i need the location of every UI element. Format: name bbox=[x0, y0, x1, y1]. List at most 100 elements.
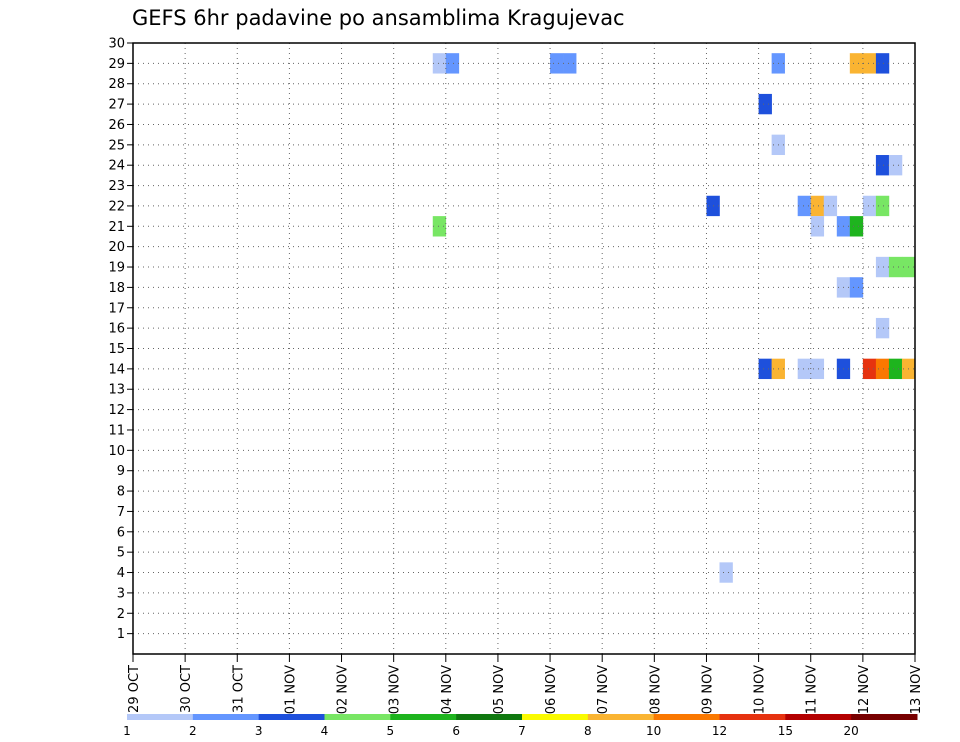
y-tick-label: 29 bbox=[108, 57, 125, 72]
colorbar-label: 6 bbox=[452, 724, 460, 738]
y-tick-label: 1 bbox=[117, 627, 125, 642]
colorbar-label: 12 bbox=[712, 724, 727, 738]
y-tick-label: 6 bbox=[117, 525, 125, 540]
y-tick-label: 13 bbox=[108, 383, 125, 398]
y-tick-label: 24 bbox=[108, 159, 125, 174]
x-tick-label: 10 NOV bbox=[753, 665, 768, 714]
heatmap-cell bbox=[862, 358, 877, 380]
y-tick-label: 19 bbox=[108, 261, 125, 276]
y-tick-label: 23 bbox=[108, 179, 125, 194]
heatmap-cell bbox=[432, 216, 447, 237]
heatmap-cell bbox=[875, 195, 890, 217]
y-tick-label: 9 bbox=[117, 464, 125, 479]
y-tick-label: 4 bbox=[117, 566, 125, 581]
y-tick-label: 2 bbox=[117, 607, 125, 622]
colorbar-swatch bbox=[390, 714, 457, 720]
x-tick-label: 13 NOV bbox=[909, 665, 924, 714]
heatmap-cell bbox=[849, 53, 864, 74]
x-tick-label: 11 NOV bbox=[805, 665, 820, 714]
y-tick-label: 20 bbox=[108, 240, 125, 255]
x-tick-label: 29 OCT bbox=[127, 665, 142, 713]
colorbar-swatch bbox=[785, 714, 852, 720]
heatmap-cell bbox=[875, 256, 890, 278]
y-tick-label: 7 bbox=[117, 505, 125, 520]
colorbar-label: 4 bbox=[321, 724, 329, 738]
colorbar-label: 8 bbox=[584, 724, 592, 738]
colorbar-label: 1 bbox=[123, 724, 131, 738]
colorbar-swatch bbox=[192, 714, 260, 720]
heatmap-cell bbox=[758, 93, 772, 115]
heatmap-cell bbox=[888, 256, 903, 278]
y-tick-label: 25 bbox=[108, 138, 125, 153]
colorbar-label: 2 bbox=[189, 724, 197, 738]
heatmap-cell bbox=[875, 53, 890, 74]
heatmap-cell bbox=[758, 358, 772, 380]
y-tick-label: 22 bbox=[108, 199, 125, 214]
heatmap-cell bbox=[810, 195, 825, 217]
colorbar-label: 15 bbox=[778, 724, 793, 738]
heatmap-cell bbox=[888, 358, 903, 380]
x-tick-label: 09 NOV bbox=[700, 665, 715, 714]
heatmap-cell bbox=[797, 195, 812, 217]
y-tick-label: 16 bbox=[108, 322, 125, 337]
heatmap-cell bbox=[862, 53, 877, 74]
colorbar-label: 10 bbox=[646, 724, 661, 738]
colorbar-label: 7 bbox=[518, 724, 526, 738]
colorbar-swatch bbox=[851, 714, 918, 720]
colorbar-swatch bbox=[324, 714, 391, 720]
y-tick-label: 18 bbox=[108, 281, 125, 296]
y-tick-label: 30 bbox=[108, 37, 125, 52]
y-tick-label: 17 bbox=[108, 301, 125, 316]
y-tick-label: 14 bbox=[108, 362, 125, 377]
x-tick-label: 03 NOV bbox=[388, 665, 403, 714]
heatmap-cell bbox=[797, 358, 812, 380]
x-tick-label: 01 NOV bbox=[283, 665, 298, 714]
y-tick-label: 11 bbox=[108, 423, 125, 438]
heatmap-cell bbox=[719, 562, 733, 583]
heatmap-cell bbox=[445, 53, 460, 74]
colorbar-label: 3 bbox=[255, 724, 263, 738]
y-tick-label: 15 bbox=[108, 342, 125, 357]
colorbar-swatch bbox=[719, 714, 786, 720]
colorbar-label: 20 bbox=[844, 724, 859, 738]
y-tick-label: 12 bbox=[108, 403, 125, 418]
colorbar-swatch bbox=[456, 714, 523, 720]
heatmap-cell bbox=[550, 53, 564, 74]
x-tick-label: 06 NOV bbox=[544, 665, 559, 714]
heatmap-cell bbox=[875, 317, 890, 339]
colorbar-swatch bbox=[653, 714, 720, 720]
heatmap-cell bbox=[875, 358, 890, 380]
y-tick-label: 27 bbox=[108, 98, 125, 113]
colorbar-swatch bbox=[587, 714, 655, 720]
x-tick-label: 31 OCT bbox=[231, 665, 246, 713]
heatmap-cell bbox=[849, 216, 864, 237]
x-tick-label: 12 NOV bbox=[857, 665, 872, 714]
heatmap-cell bbox=[432, 53, 447, 74]
colorbar-swatch bbox=[127, 714, 194, 720]
x-tick-label: 30 OCT bbox=[179, 665, 194, 713]
y-tick-label: 26 bbox=[108, 118, 125, 133]
y-tick-label: 5 bbox=[117, 546, 125, 561]
colorbar-swatch bbox=[522, 714, 589, 720]
x-tick-label: 08 NOV bbox=[648, 665, 663, 714]
heatmap-cell bbox=[862, 195, 877, 217]
y-tick-label: 8 bbox=[117, 485, 125, 500]
colorbar-label: 5 bbox=[387, 724, 395, 738]
heatmap-cell bbox=[810, 216, 825, 237]
chart-title: GEFS 6hr padavine po ansamblima Kragujev… bbox=[132, 6, 625, 30]
heatmap-cell bbox=[563, 53, 577, 74]
heatmap-cell bbox=[875, 155, 890, 176]
x-tick-label: 02 NOV bbox=[336, 665, 351, 714]
x-tick-label: 05 NOV bbox=[492, 665, 507, 714]
y-tick-label: 28 bbox=[108, 77, 125, 92]
heatmap-cell bbox=[849, 277, 864, 298]
x-tick-label: 07 NOV bbox=[596, 665, 611, 714]
heatmap-cell bbox=[888, 155, 903, 176]
y-tick-label: 21 bbox=[108, 220, 125, 235]
y-tick-label: 3 bbox=[117, 586, 125, 601]
y-tick-label: 10 bbox=[108, 444, 125, 459]
heatmap-cell bbox=[823, 195, 838, 217]
heatmap-cell bbox=[810, 358, 825, 380]
colorbar-swatch bbox=[258, 714, 325, 720]
